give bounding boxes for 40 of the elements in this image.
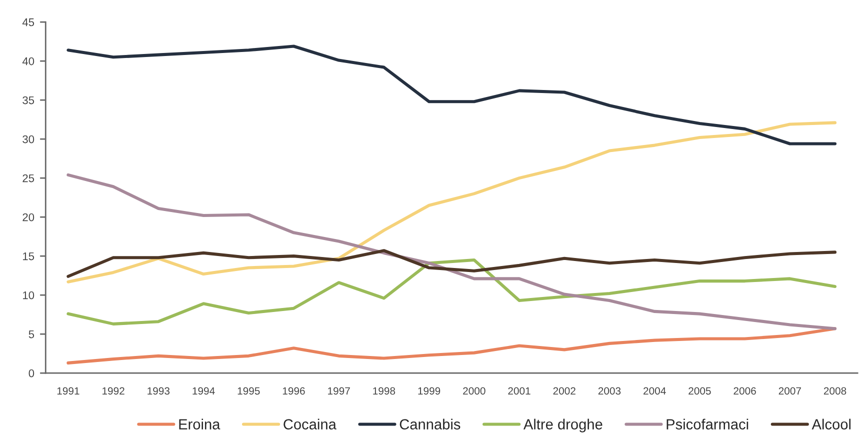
x-tick-label: 2005 bbox=[688, 387, 711, 395]
y-tick-label: 35 bbox=[22, 96, 34, 104]
line-series bbox=[66, 44, 837, 146]
x-tick-label: 2008 bbox=[824, 387, 846, 395]
line-series bbox=[66, 121, 837, 284]
x-tick-label: 2001 bbox=[508, 387, 530, 395]
x-tick-label: 2003 bbox=[598, 387, 621, 395]
x-tick-label: 2007 bbox=[778, 387, 801, 395]
x-tick-label: 1996 bbox=[282, 387, 305, 395]
y-tick-label: 5 bbox=[28, 330, 34, 338]
x-tick-label: 1997 bbox=[328, 387, 350, 395]
legend-label: Psicofarmaci bbox=[666, 418, 748, 430]
x-tick-label: 2000 bbox=[463, 387, 486, 395]
legend-label: Cannabis bbox=[400, 418, 460, 430]
x-tick-label: 1994 bbox=[192, 387, 215, 395]
y-tick-label: 20 bbox=[22, 213, 34, 222]
x-tick-label: 2006 bbox=[734, 387, 756, 395]
x-tick-label: 1991 bbox=[57, 387, 80, 395]
x-tick-label: 1993 bbox=[148, 387, 170, 395]
legend-label: Eroina bbox=[179, 418, 220, 430]
y-tick-label: 30 bbox=[22, 135, 34, 144]
x-tick-label: 2004 bbox=[644, 387, 666, 395]
y-tick-label: 10 bbox=[23, 291, 34, 300]
y-tick-label: 40 bbox=[22, 57, 34, 66]
line-series bbox=[66, 327, 837, 364]
line-series bbox=[66, 258, 837, 326]
x-tick-label: 1992 bbox=[102, 387, 124, 395]
legend-label: Cocaina bbox=[284, 418, 336, 430]
y-tick-label: 25 bbox=[22, 174, 34, 182]
legend-label: Altre droghe bbox=[523, 418, 602, 432]
line-series bbox=[66, 173, 837, 330]
x-tick-label: 2002 bbox=[553, 387, 576, 395]
y-tick-label: 45 bbox=[22, 18, 34, 26]
line-series bbox=[66, 249, 837, 278]
x-tick-label: 1998 bbox=[373, 387, 396, 395]
x-tick-label: 1999 bbox=[418, 387, 440, 395]
y-tick-label: 0 bbox=[28, 369, 34, 378]
legend-label: Alcool bbox=[812, 418, 851, 430]
x-tick-label: 1995 bbox=[238, 387, 260, 395]
y-tick-label: 15 bbox=[23, 252, 34, 260]
